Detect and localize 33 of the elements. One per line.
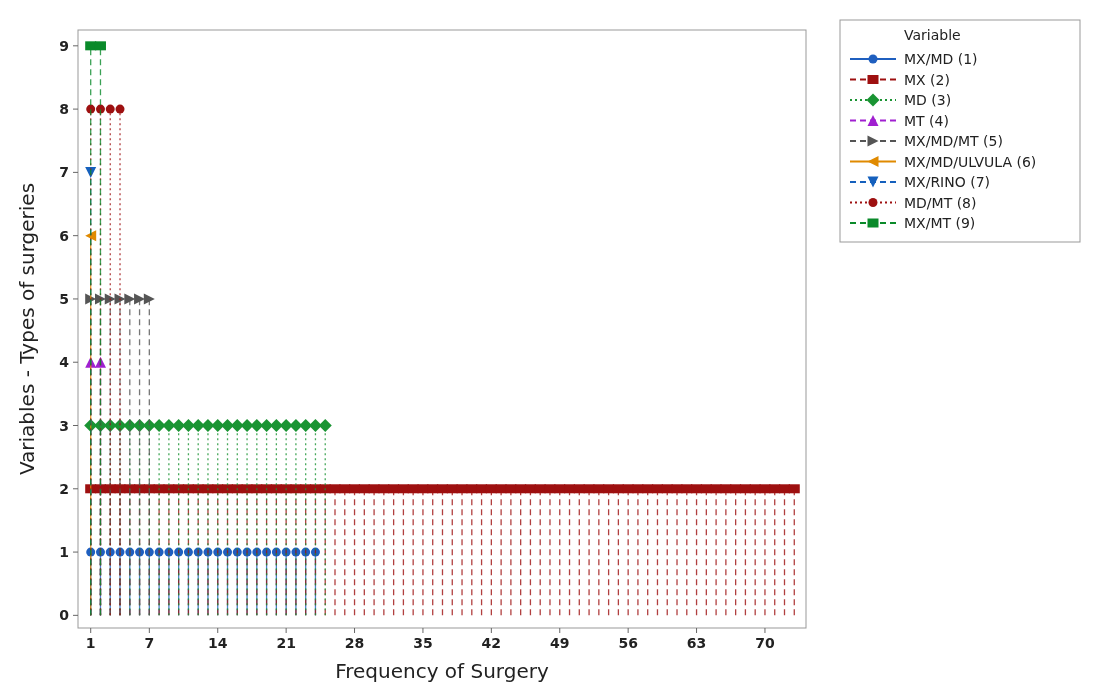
legend-label: MT (4): [904, 112, 949, 129]
legend-label: MD/MT (8): [904, 194, 977, 211]
y-tick-label: 1: [59, 544, 69, 561]
x-tick-label: 70: [755, 635, 775, 651]
x-tick-label: 63: [686, 635, 707, 651]
x-tick-label: 14: [207, 635, 228, 651]
legend-label: MX/MD (1): [904, 51, 978, 67]
y-tick-label: 8: [59, 101, 69, 118]
legend-label: MX/RINO (7): [904, 174, 991, 190]
y-tick-label: 0: [59, 607, 70, 624]
x-tick-label: 35: [413, 635, 433, 651]
legend-label: MX (2): [904, 71, 950, 88]
legend-label: MD (3): [904, 92, 952, 108]
y-tick-label: 9: [59, 37, 69, 54]
legend-label: MX/MD/ULVULA (6): [904, 153, 1037, 170]
legend-title: Variable: [904, 27, 961, 43]
y-tick-label: 4: [59, 354, 70, 371]
x-tick-label: 49: [550, 635, 570, 651]
y-tick-label: 7: [59, 164, 69, 181]
y-tick-label: 5: [59, 290, 69, 307]
legend-label: MX/MT (9): [904, 215, 976, 231]
x-axis-title: Frequency of Surgery: [335, 659, 549, 683]
legend-label: MX/MD/MT (5): [904, 133, 1003, 149]
y-tick-label: 2: [59, 480, 69, 497]
x-tick-label: 7: [144, 635, 155, 651]
x-tick-label: 42: [481, 635, 502, 651]
x-tick-label: 56: [618, 635, 638, 651]
y-axis-title: Variables - Types of surgeries: [15, 182, 39, 476]
x-tick-label: 28: [344, 635, 365, 651]
x-tick-label: 21: [276, 635, 296, 651]
y-tick-label: 6: [59, 227, 69, 244]
y-tick-label: 3: [59, 417, 69, 434]
x-tick-label: 1: [85, 635, 96, 651]
